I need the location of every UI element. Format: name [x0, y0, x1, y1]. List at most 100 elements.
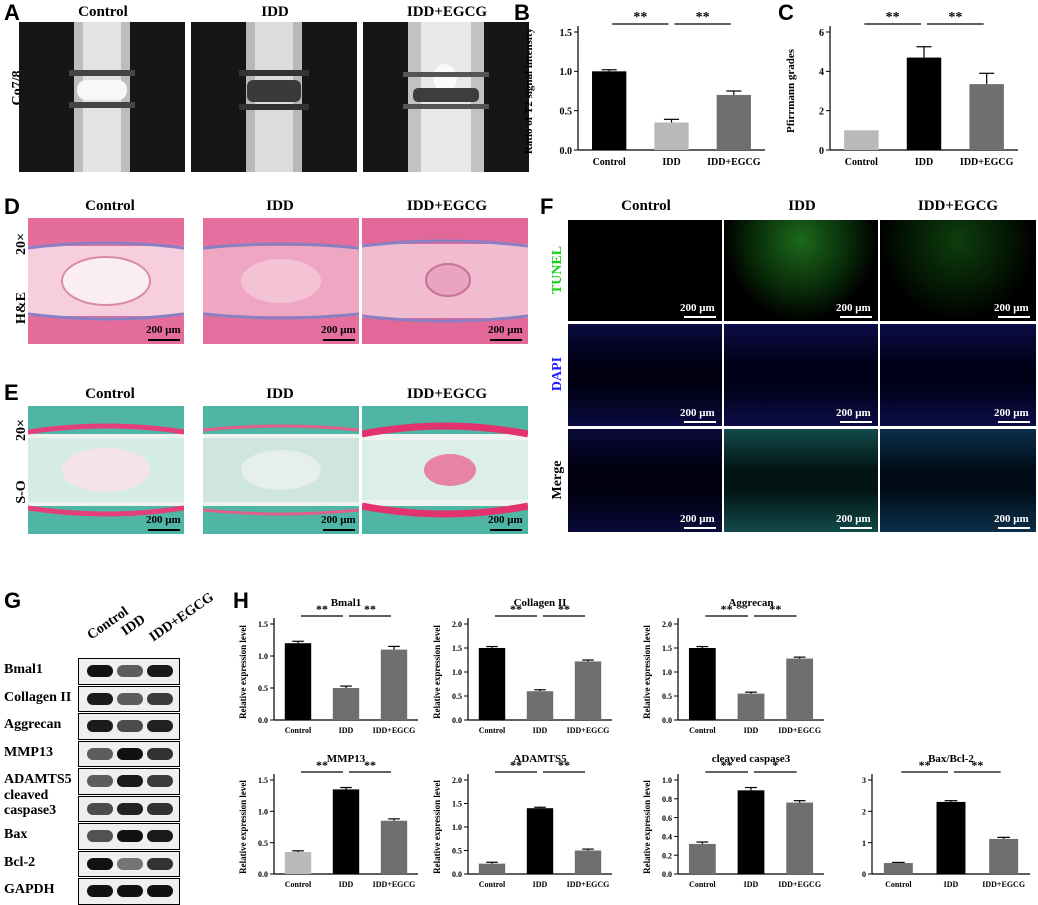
y-tick-label: 1.5	[258, 620, 268, 629]
wb-row-label: GAPDH	[4, 882, 55, 897]
scale-label: 200 μm	[680, 513, 715, 525]
significance-label: **	[971, 758, 983, 772]
tunel-image-control: 200 μm	[568, 220, 722, 321]
e-header-idd: IDD	[266, 386, 294, 402]
x-tick-label: IDD+EGCG	[373, 726, 416, 735]
panel-letter-f: F	[540, 194, 554, 219]
d-header-egcg: IDD+EGCG	[406, 198, 488, 214]
mri-image-egcg	[363, 22, 529, 172]
x-tick-label: IDD+EGCG	[960, 157, 1014, 168]
significance-label: *	[772, 758, 778, 772]
bar	[526, 691, 554, 720]
scale-label: 200 μm	[836, 302, 871, 314]
bar	[526, 808, 554, 874]
bar	[332, 789, 360, 874]
wb-row-box	[78, 768, 180, 795]
scale-bar	[684, 316, 716, 318]
mri-spine-graphic	[239, 22, 309, 172]
wb-row-label: Bax	[4, 827, 28, 842]
a-header-control: Control	[78, 4, 128, 20]
scale-bar	[998, 421, 1030, 423]
scale-bar	[148, 529, 180, 531]
bar	[786, 802, 814, 874]
bar	[380, 649, 408, 720]
wb-band	[147, 857, 173, 870]
bar	[284, 643, 312, 720]
y-tick-label: 6	[819, 28, 824, 39]
x-tick-label: Control	[593, 157, 626, 168]
wb-row-label: Bmal1	[4, 662, 43, 677]
x-tick-label: IDD+EGCG	[373, 880, 416, 889]
e-header-control: Control	[85, 386, 135, 402]
dapi-image-egcg: 200 μm	[880, 324, 1036, 426]
scale-bar	[840, 421, 872, 423]
y-axis-label: Relative expression level	[432, 780, 442, 874]
x-tick-label: IDD+EGCG	[778, 880, 821, 889]
chart-title: cleaved caspase3	[712, 753, 791, 765]
chart-h-bmal1: Bmal1 0.0 0.5 1.0 1.5 Relative expression lev…	[238, 597, 418, 735]
wb-band	[117, 830, 143, 842]
y-tick-label: 0.0	[452, 716, 462, 725]
y-axis-label: Relative expression level	[642, 625, 652, 719]
y-tick-label: 1.5	[452, 644, 462, 653]
scale-bar	[998, 527, 1030, 529]
x-tick-label: IDD+EGCG	[778, 726, 821, 735]
bar	[883, 863, 913, 874]
significance-label: **	[696, 10, 710, 25]
wb-band	[117, 857, 143, 870]
wb-band	[87, 747, 113, 760]
wb-band	[147, 830, 173, 842]
f-row-label-tunel: TUNEL	[550, 245, 565, 295]
wb-band	[147, 692, 173, 705]
x-tick-label: IDD	[915, 157, 933, 168]
x-tick-label: Control	[285, 880, 312, 889]
wb-band	[87, 665, 113, 677]
bar	[688, 648, 716, 720]
scale-label: 200 μm	[836, 513, 871, 525]
y-tick-label: 0.5	[452, 847, 462, 856]
bar	[284, 852, 312, 874]
tunel-image-egcg: 200 μm	[880, 220, 1036, 321]
chart-title: Aggrecan	[728, 597, 773, 609]
he-disc-graphic	[203, 218, 359, 344]
bar	[574, 850, 602, 874]
dapi-image-control: 200 μm	[568, 324, 722, 426]
scale-label: 200 μm	[836, 407, 871, 419]
wb-band	[87, 885, 113, 897]
significance-label: **	[633, 10, 647, 25]
y-tick-label: 0.5	[258, 839, 268, 848]
y-axis-label: Relative expression level	[238, 780, 248, 874]
panel-letter-c: C	[778, 0, 794, 25]
f-row-label-dapi: DAPI	[550, 356, 565, 392]
y-tick-label: 0.0	[662, 870, 672, 879]
scale-bar	[998, 316, 1030, 318]
wb-band	[147, 665, 173, 677]
x-tick-label: IDD+EGCG	[567, 726, 610, 735]
y-tick-label: 1.5	[560, 28, 573, 39]
scale-label: 200 μm	[994, 407, 1029, 419]
mri-image-control	[19, 22, 185, 172]
x-tick-label: IDD	[339, 726, 354, 735]
chart-h-collagen: Collagen II 0.0 0.5 1.0 1.5 2.0 Relative expre…	[432, 597, 612, 735]
a-header-egcg: IDD+EGCG	[406, 4, 488, 20]
significance-label: **	[510, 758, 522, 772]
mri-spine-graphic	[403, 22, 489, 172]
he-image-control: 200 μm	[28, 218, 184, 344]
panel-letter-d: D	[4, 194, 20, 219]
scale-label: 200 μm	[321, 324, 356, 336]
significance-label: **	[769, 602, 781, 616]
mri-spine-graphic	[69, 22, 135, 172]
scale-label: 200 μm	[994, 513, 1029, 525]
significance-label: **	[316, 758, 328, 772]
bar	[844, 130, 879, 150]
wb-row-box	[78, 713, 180, 740]
y-tick-label: 3	[862, 776, 866, 785]
y-tick-label: 1.0	[662, 776, 672, 785]
f-header-egcg: IDD+EGCG	[917, 198, 999, 214]
y-tick-label: 1.0	[258, 652, 268, 661]
panel-letter-g: G	[4, 588, 22, 613]
significance-label: **	[721, 758, 733, 772]
bar	[380, 820, 408, 874]
so-image-control: 200 μm	[28, 406, 184, 534]
y-tick-label: 0.5	[258, 684, 268, 693]
